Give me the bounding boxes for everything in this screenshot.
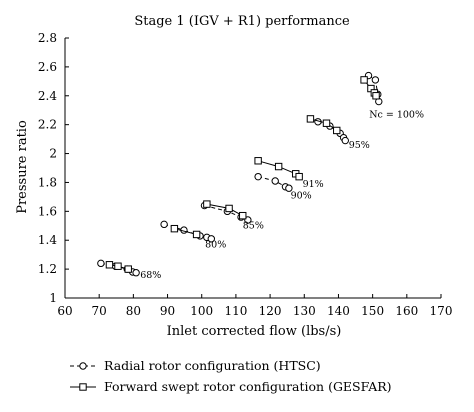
speed-annotation: 85% bbox=[243, 221, 264, 232]
data-point-forward-swept bbox=[333, 126, 341, 135]
data-point-radial bbox=[132, 269, 140, 277]
y-axis-label: Pressure ratio bbox=[15, 120, 30, 214]
speed-annotation: 95% bbox=[349, 140, 370, 151]
x-tick-label: 70 bbox=[92, 304, 107, 318]
data-point-forward-swept bbox=[170, 224, 179, 233]
series-radial bbox=[97, 71, 383, 277]
speed-annotation: 68% bbox=[140, 270, 161, 281]
data-point-forward-swept bbox=[372, 92, 380, 100]
x-tick-label: 120 bbox=[259, 304, 282, 318]
speed-annotation: 80% bbox=[205, 239, 226, 250]
legend: Radial rotor configuration (HTSC) Forwar… bbox=[70, 358, 392, 394]
data-point-legend-radial bbox=[79, 362, 87, 370]
x-tick-label: 100 bbox=[190, 304, 213, 318]
data-point-forward-swept bbox=[274, 162, 283, 171]
data-point-forward-swept bbox=[360, 76, 368, 84]
data-point-forward-swept bbox=[124, 265, 132, 273]
x-tick-label: 170 bbox=[430, 304, 453, 318]
data-point-forward-swept bbox=[192, 230, 201, 239]
data-point-forward-swept bbox=[239, 211, 247, 220]
x-tick-label: 140 bbox=[327, 304, 350, 318]
data-point-radial bbox=[97, 259, 105, 268]
y-tick-label: 1.8 bbox=[38, 175, 57, 189]
y-tick-label: 2 bbox=[49, 147, 57, 161]
data-point-forward-swept bbox=[105, 261, 114, 269]
data-point-radial bbox=[160, 220, 168, 229]
y-tick-label: 1.4 bbox=[38, 233, 57, 247]
x-tick-label: 110 bbox=[224, 304, 247, 318]
y-tick-label: 1.6 bbox=[38, 204, 57, 218]
legend-item-radial bbox=[70, 362, 96, 370]
legend-label-forward-swept: Forward swept rotor configuration (GESFA… bbox=[104, 379, 392, 394]
data-point-forward-swept bbox=[295, 172, 303, 181]
data-point-forward-swept bbox=[322, 119, 331, 127]
data-point-radial bbox=[207, 235, 215, 243]
data-point-legend-forward-swept bbox=[79, 383, 87, 391]
speed-line-radial bbox=[368, 75, 380, 102]
speed-annotation: Nc = 100% bbox=[369, 109, 424, 120]
data-point-forward-swept bbox=[203, 200, 211, 208]
x-tick-label: 80 bbox=[126, 304, 141, 318]
chart-title: Stage 1 (IGV + R1) performance bbox=[134, 14, 350, 29]
data-point-radial bbox=[271, 177, 279, 185]
y-tick-label: 1.2 bbox=[38, 262, 57, 276]
x-tick-label: 150 bbox=[361, 304, 384, 318]
y-tick-label: 2.6 bbox=[38, 60, 57, 74]
annotation-layer: 68% 80% 85% 90%91% 95% Nc = 100% bbox=[140, 109, 424, 280]
data-point-forward-swept bbox=[254, 157, 262, 165]
data-point-forward-swept bbox=[114, 262, 122, 270]
x-tick-label: 60 bbox=[57, 304, 72, 318]
data-point-radial bbox=[371, 76, 380, 84]
data-point-radial bbox=[285, 184, 293, 192]
series-forward-swept bbox=[105, 76, 380, 273]
x-axis-label: Inlet corrected flow (lbs/s) bbox=[167, 324, 342, 339]
y-tick-label: 2.2 bbox=[38, 118, 57, 132]
axes: 60 70 80 90 100 110 120 130 140 150 160 170 1 1.2 1.4 1… bbox=[38, 31, 453, 318]
x-tick-label: 130 bbox=[293, 304, 316, 318]
legend-label-radial: Radial rotor configuration (HTSC) bbox=[104, 358, 321, 373]
data-point-radial bbox=[341, 136, 349, 145]
series-layer bbox=[97, 71, 383, 277]
data-point-forward-swept bbox=[306, 115, 315, 123]
y-tick-label: 2.4 bbox=[38, 89, 57, 103]
x-tick-label: 160 bbox=[395, 304, 418, 318]
data-point-radial bbox=[254, 172, 262, 181]
x-tick-label: 90 bbox=[160, 304, 175, 318]
speed-annotation: 90% bbox=[291, 190, 312, 201]
y-tick-label: 2.8 bbox=[38, 31, 57, 45]
legend-item-forward-swept bbox=[70, 383, 96, 391]
data-point-forward-swept bbox=[225, 204, 233, 213]
speed-annotation: 91% bbox=[303, 179, 324, 190]
y-tick-label: 1 bbox=[49, 291, 57, 305]
